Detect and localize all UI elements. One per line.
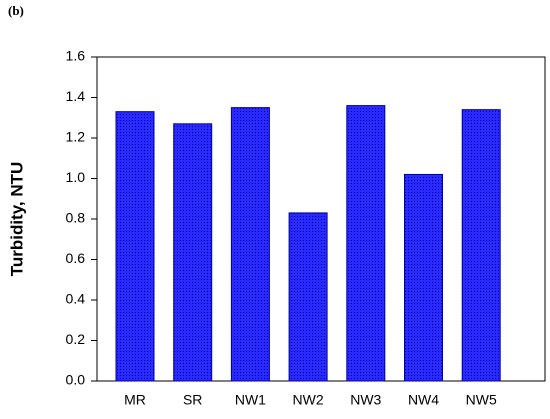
y-tick-label: 0.2 — [66, 331, 86, 347]
bar — [230, 107, 270, 382]
bar — [404, 173, 443, 382]
bar — [346, 105, 386, 382]
bar — [288, 212, 328, 382]
y-tick-label: 0.0 — [66, 372, 86, 388]
x-tick-label: NW1 — [235, 392, 266, 408]
y-tick-label: 0.4 — [66, 291, 86, 307]
x-tick-label: NW4 — [408, 392, 439, 408]
y-axis-label: Turbidity, NTU — [7, 162, 26, 277]
panel-label: (b) — [8, 3, 24, 18]
y-tick-label: 1.4 — [66, 88, 86, 104]
x-tick-label: NW5 — [466, 392, 497, 408]
y-tick-label: 1.2 — [66, 129, 86, 145]
y-tick-label: 1.0 — [66, 169, 86, 185]
x-tick-label: MR — [124, 392, 146, 408]
y-tick-label: 1.6 — [66, 48, 86, 64]
x-tick-label: SR — [183, 392, 202, 408]
bar — [461, 109, 501, 382]
y-tick-label: 0.6 — [66, 250, 86, 266]
x-tick-label: NW2 — [293, 392, 324, 408]
bar — [115, 111, 155, 382]
y-tick-label: 0.8 — [66, 210, 86, 226]
x-tick-label: NW3 — [350, 392, 381, 408]
bar — [173, 123, 213, 382]
